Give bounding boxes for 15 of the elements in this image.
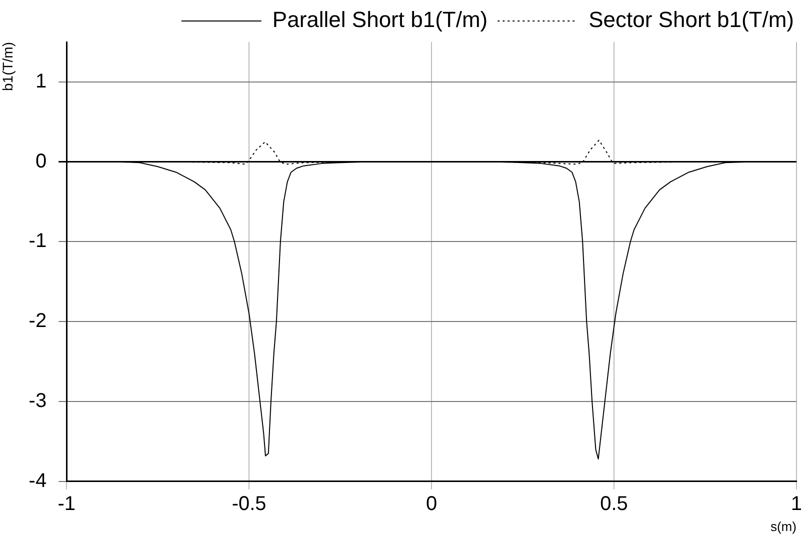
y-tick-label: 1 xyxy=(35,70,47,92)
y-tick-label: 0 xyxy=(35,150,47,172)
x-axis-title: s(m) xyxy=(770,518,796,534)
y-tick-label: -4 xyxy=(28,470,47,492)
x-tick-label: -1 xyxy=(58,492,76,515)
x-tick-label: 0.5 xyxy=(600,492,628,515)
y-tick-label: -2 xyxy=(28,310,47,332)
x-tick-label: -0.5 xyxy=(232,492,266,515)
y-tick-label: -1 xyxy=(28,230,47,252)
x-tick-label: 0 xyxy=(426,492,438,515)
y-axis-title: b1(T/m) xyxy=(0,42,16,91)
legend-label: Sector Short b1(T/m) xyxy=(588,7,794,32)
y-tick-label: -3 xyxy=(28,390,47,412)
x-tick-label: 1 xyxy=(790,492,802,515)
legend-label: Parallel Short b1(T/m) xyxy=(272,7,488,32)
